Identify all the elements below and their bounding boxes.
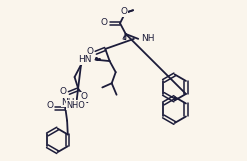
Text: NH: NH: [62, 98, 75, 107]
Text: O: O: [46, 101, 53, 110]
Text: O: O: [60, 87, 67, 96]
Text: O: O: [81, 92, 88, 101]
Text: NHO: NHO: [66, 101, 85, 110]
Text: NH: NH: [141, 34, 154, 43]
Text: O: O: [101, 18, 108, 27]
Text: O: O: [87, 47, 94, 56]
Text: O: O: [120, 7, 127, 16]
Text: HN: HN: [79, 55, 92, 64]
